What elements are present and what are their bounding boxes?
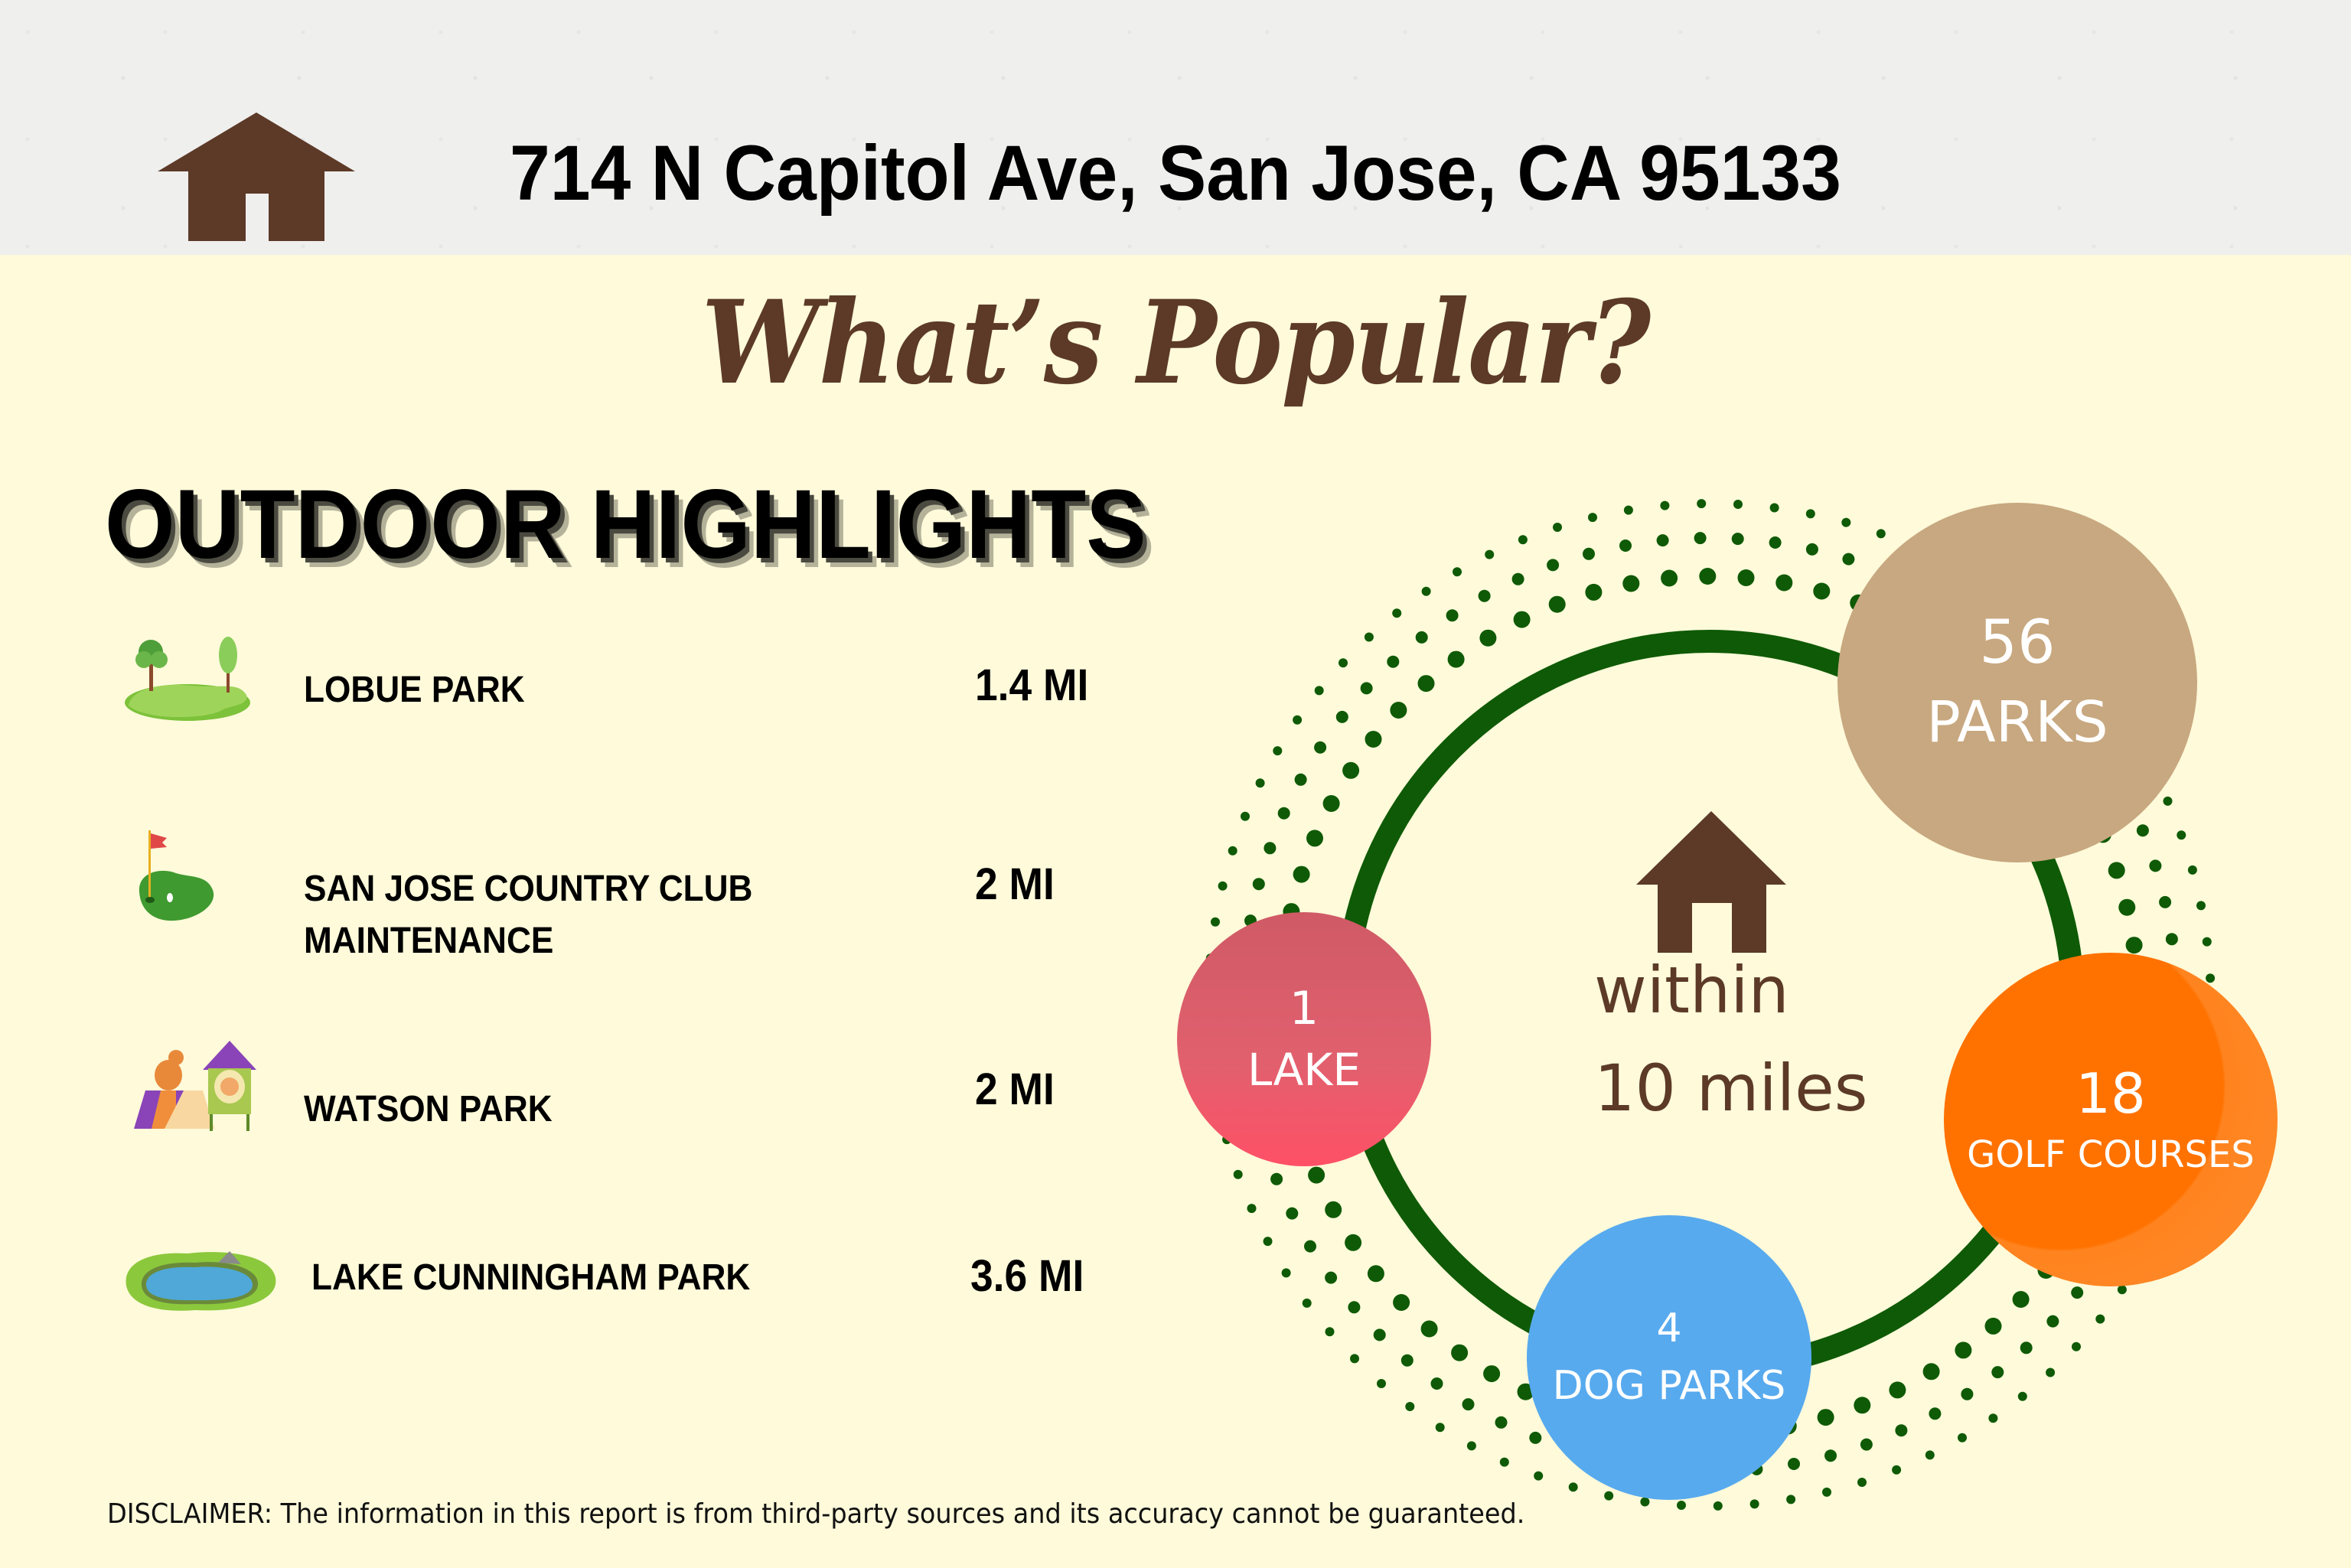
section-title: OUTDOOR HIGHLIGHTS <box>105 470 1146 579</box>
house-icon <box>158 112 355 241</box>
bubble-count: 4 <box>1656 1305 1682 1351</box>
highlight-name: WATSON PARK <box>304 1089 553 1130</box>
highlight-name: LAKE CUNNINGHAM PARK <box>311 1257 751 1298</box>
highlight-name: LOBUE PARK <box>304 670 525 710</box>
highlight-distance: 1.4 MI <box>975 660 1089 710</box>
pond-icon <box>126 1251 276 1311</box>
bubble-count: 18 <box>2075 1061 2146 1126</box>
dog-park-icon <box>134 1041 256 1131</box>
page-title: What’s Popular? <box>701 275 1651 410</box>
bubble-count: 56 <box>1979 608 2056 678</box>
disclaimer-text: DISCLAIMER: The information in this repo… <box>107 1498 1525 1530</box>
highlight-name-line2: MAINTENANCE <box>304 921 554 961</box>
highlight-name-line1: SAN JOSE COUNTRY CLUB <box>304 869 753 909</box>
radius-caption-line1: within <box>1594 953 1789 1028</box>
address-title: 714 N Capitol Ave, San Jose, CA 95133 <box>510 129 1841 217</box>
park-trees-icon <box>125 637 250 721</box>
radius-caption: within 10 miles <box>1594 941 1868 1137</box>
highlight-distance: 2 MI <box>975 1064 1055 1114</box>
header-band <box>0 0 2351 255</box>
bubble-golf: 18 GOLF COURSES <box>1944 953 2278 1286</box>
golf-green-icon <box>139 830 214 921</box>
house-icon <box>1636 811 1786 953</box>
highlight-distance: 3.6 MI <box>970 1251 1084 1301</box>
amenities-diagram: within 10 miles 56 PARKS 1 LAKE 18 GOLF … <box>1148 459 2296 1568</box>
bubble-count: 1 <box>1289 982 1319 1036</box>
bubble-parks: 56 PARKS <box>1837 503 2197 862</box>
highlight-name: SAN JOSE COUNTRY CLUB MAINTENANCE <box>304 863 752 967</box>
bubble-label: LAKE <box>1247 1044 1361 1097</box>
radius-caption-line2: 10 miles <box>1594 1051 1868 1126</box>
bubble-label: GOLF COURSES <box>1967 1133 2255 1177</box>
bubble-lake: 1 LAKE <box>1177 912 1431 1166</box>
bubble-label: DOG PARKS <box>1552 1363 1786 1409</box>
bubble-label: PARKS <box>1926 689 2108 756</box>
bubble-dog-parks: 4 DOG PARKS <box>1527 1215 1811 1500</box>
highlight-distance: 2 MI <box>975 859 1055 909</box>
